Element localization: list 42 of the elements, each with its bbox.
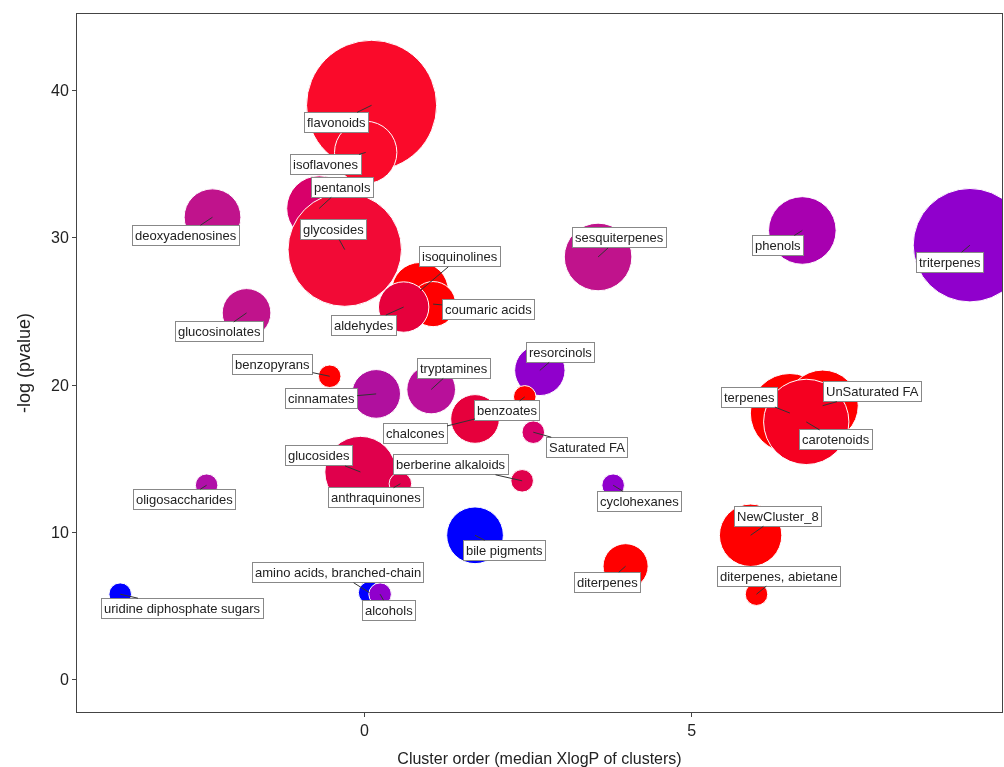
annotation: phenols (755, 238, 802, 253)
annotation: alcohols (365, 603, 414, 618)
annotation: anthraquinones (331, 490, 422, 505)
annotation: diterpenes (577, 575, 639, 590)
annotation: triterpenes (919, 255, 981, 270)
y-tick-label: 10 (51, 523, 69, 541)
y-tick-label: 40 (51, 82, 69, 100)
annotation: carotenoids (802, 432, 870, 447)
annotation: glycosides (303, 222, 365, 237)
annotation: amino acids, branched-chain (255, 565, 422, 580)
annotation: terpenes (724, 390, 776, 405)
annotation: benzoates (477, 403, 538, 418)
annotation: diterpenes, abietane (720, 569, 838, 584)
annotation: tryptamines (420, 361, 488, 376)
y-tick-label: 30 (51, 229, 69, 247)
y-axis-title: -log (pvalue) (14, 312, 35, 414)
annotation: sesquiterpenes (575, 230, 664, 245)
annotation: NewCluster_8 (737, 509, 819, 524)
annotation: chalcones (386, 426, 446, 441)
y-tick-label: 20 (51, 376, 69, 394)
annotation: glucosides (288, 448, 350, 463)
annotation: isoquinolines (422, 249, 498, 264)
annotation: coumaric acids (445, 302, 533, 317)
annotation: benzopyrans (235, 357, 310, 372)
y-tick-label: 0 (59, 671, 69, 689)
annotation: cinnamates (288, 391, 355, 406)
annotation: pentanols (314, 180, 371, 195)
annotation: resorcinols (529, 345, 593, 360)
annotation: cyclohexanes (600, 494, 680, 509)
annotation: aldehydes (334, 318, 394, 333)
annotation: flavonoids (307, 115, 367, 130)
x-axis-title: Cluster order (median XlogP of clusters) (397, 750, 682, 767)
annotation: uridine diphosphate sugars (104, 601, 261, 616)
annotation: berberine alkaloids (396, 457, 506, 472)
annotation: isoflavones (293, 157, 359, 172)
annotation: oligosaccharides (136, 492, 234, 507)
annotation: bile pigments (466, 543, 544, 558)
annotation: deoxyadenosines (135, 228, 237, 243)
annotation: Saturated FA (549, 440, 626, 455)
annotation: glucosinolates (178, 324, 261, 339)
annotation: UnSaturated FA (826, 384, 919, 399)
x-tick-label: 5 (687, 722, 697, 740)
